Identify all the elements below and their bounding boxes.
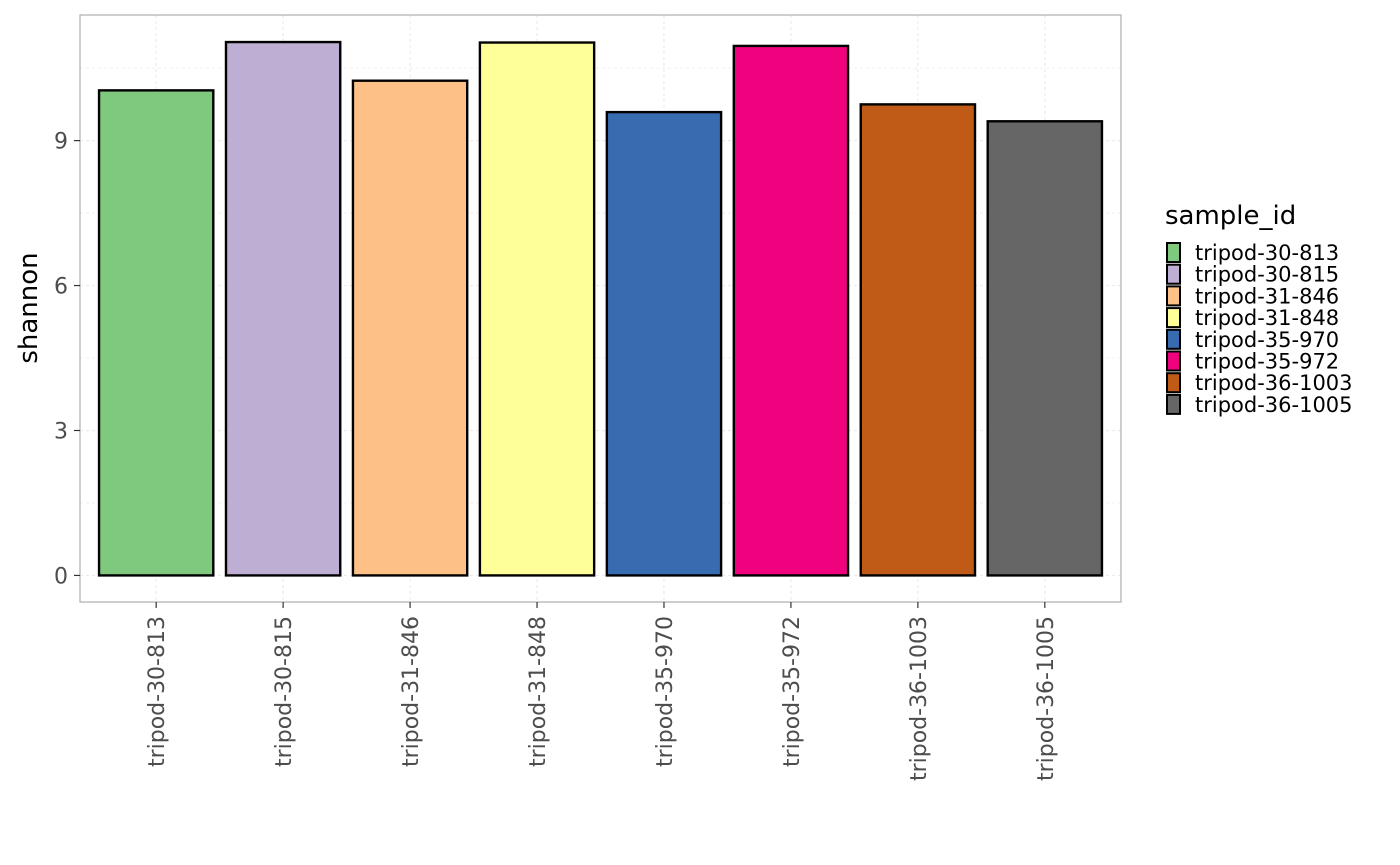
bar-tripod-36-1005 — [986, 120, 1104, 577]
legend-key-tripod-36-1005 — [1166, 393, 1181, 415]
y-tick-label: 3 — [54, 419, 68, 444]
legend: sample_id tripod-30-813tripod-30-815trip… — [1165, 201, 1353, 417]
x-tick-label: tripod-36-1005 — [1034, 616, 1059, 781]
x-tick-label: tripod-30-813 — [145, 616, 170, 767]
x-tick-label: tripod-36-1003 — [907, 616, 932, 781]
legend-label-tripod-35-970: tripod-35-970 — [1195, 328, 1339, 352]
legend-key-tripod-36-1003 — [1166, 372, 1181, 394]
legend-label-tripod-31-848: tripod-31-848 — [1195, 306, 1339, 330]
legend-label-tripod-30-815: tripod-30-815 — [1195, 263, 1339, 287]
bar-tripod-31-846 — [351, 79, 469, 577]
legend-key-tripod-31-846 — [1166, 285, 1181, 307]
bar-tripod-30-813 — [97, 89, 215, 577]
legend-label-tripod-36-1005: tripod-36-1005 — [1195, 393, 1353, 417]
legend-key-tripod-30-815 — [1166, 263, 1181, 285]
plot-panel-border — [79, 14, 1122, 603]
bar-tripod-36-1003 — [859, 103, 977, 577]
legend-label-tripod-31-846: tripod-31-846 — [1195, 284, 1339, 308]
y-axis-title: shannon — [14, 252, 44, 363]
x-tick-label: tripod-35-972 — [780, 616, 805, 767]
legend-label-tripod-35-972: tripod-35-972 — [1195, 350, 1339, 374]
legend-key-tripod-30-813 — [1166, 242, 1181, 263]
x-tick-label: tripod-35-970 — [653, 616, 678, 767]
bar-tripod-30-815 — [224, 40, 342, 577]
legend-key-tripod-35-972 — [1166, 350, 1181, 372]
x-tick-label: tripod-31-848 — [526, 616, 551, 767]
bar-tripod-35-970 — [605, 110, 723, 577]
y-axis: 0 3 6 9 — [54, 130, 80, 589]
legend-label-tripod-36-1003: tripod-36-1003 — [1195, 371, 1353, 395]
legend-key-tripod-31-848 — [1166, 307, 1181, 329]
y-tick-label: 9 — [54, 130, 68, 155]
y-tick-label: 6 — [54, 275, 68, 300]
x-axis: tripod-30-813 tripod-30-815 tripod-31-846 t… — [145, 602, 1059, 781]
x-tick-label: tripod-31-846 — [399, 616, 424, 767]
legend-label-tripod-30-813: tripod-30-813 — [1195, 241, 1339, 265]
legend-title: sample_id — [1165, 201, 1296, 231]
bar-tripod-31-848 — [478, 41, 596, 577]
y-tick-label: 0 — [54, 564, 68, 589]
bars — [97, 40, 1104, 577]
x-tick-label: tripod-30-815 — [272, 616, 297, 767]
legend-key-tripod-35-970 — [1166, 328, 1181, 350]
bar-tripod-35-972 — [732, 44, 850, 577]
